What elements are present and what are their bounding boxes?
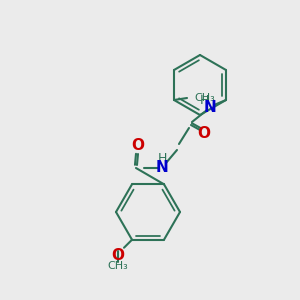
Text: CH₃: CH₃ — [108, 261, 128, 271]
Text: O: O — [112, 248, 124, 263]
Text: O: O — [131, 139, 145, 154]
Text: N: N — [204, 100, 216, 116]
Text: H: H — [157, 152, 167, 164]
Text: H: H — [199, 94, 209, 106]
Text: O: O — [197, 127, 211, 142]
Text: N: N — [156, 160, 168, 175]
Text: CH₃: CH₃ — [194, 93, 215, 103]
